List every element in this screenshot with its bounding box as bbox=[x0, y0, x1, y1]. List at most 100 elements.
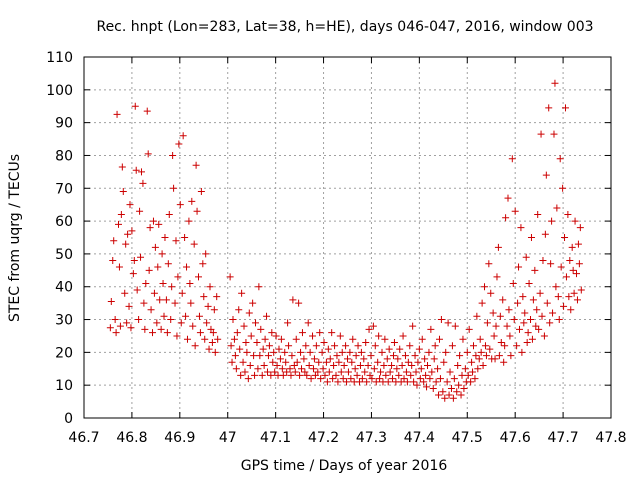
data-point bbox=[113, 110, 121, 118]
data-point bbox=[451, 322, 459, 330]
data-point bbox=[356, 361, 364, 369]
data-point bbox=[226, 273, 234, 281]
data-point bbox=[364, 361, 372, 369]
data-point bbox=[342, 342, 350, 350]
data-point bbox=[559, 184, 567, 192]
data-point bbox=[519, 293, 527, 301]
data-point bbox=[527, 316, 535, 324]
data-point bbox=[539, 256, 547, 264]
data-point bbox=[449, 394, 457, 402]
data-point bbox=[176, 201, 184, 209]
x-tick-label: 47.7 bbox=[548, 430, 579, 446]
data-point bbox=[430, 355, 438, 363]
data-point bbox=[456, 352, 464, 360]
data-point bbox=[187, 299, 195, 307]
data-point bbox=[463, 348, 471, 356]
data-point bbox=[227, 342, 235, 350]
data-point bbox=[376, 375, 384, 383]
data-point bbox=[561, 104, 569, 112]
data-point bbox=[399, 332, 407, 340]
data-point bbox=[404, 358, 412, 366]
data-point bbox=[461, 365, 469, 373]
data-point bbox=[396, 345, 404, 353]
data-point bbox=[241, 368, 249, 376]
data-point bbox=[122, 240, 130, 248]
data-point bbox=[244, 375, 252, 383]
y-tick-label: 80 bbox=[55, 148, 73, 164]
y-tick-label: 110 bbox=[46, 50, 73, 66]
data-point bbox=[320, 339, 328, 347]
data-point bbox=[257, 325, 265, 333]
data-point bbox=[116, 322, 124, 330]
data-point bbox=[210, 306, 218, 314]
data-point bbox=[422, 371, 430, 379]
data-point bbox=[450, 375, 458, 383]
data-point bbox=[370, 365, 378, 373]
data-point bbox=[476, 335, 484, 343]
data-point bbox=[318, 348, 326, 356]
data-point bbox=[425, 348, 433, 356]
grid-lines bbox=[84, 57, 611, 418]
data-point bbox=[511, 207, 519, 215]
data-point bbox=[416, 375, 424, 383]
data-point bbox=[520, 319, 528, 327]
data-point bbox=[298, 329, 306, 337]
data-point bbox=[381, 335, 389, 343]
data-point bbox=[277, 335, 285, 343]
data-point bbox=[460, 384, 468, 392]
data-point bbox=[382, 371, 390, 379]
data-point bbox=[540, 332, 548, 340]
data-point bbox=[137, 253, 145, 261]
data-point bbox=[358, 375, 366, 383]
data-point bbox=[140, 299, 148, 307]
data-point bbox=[165, 211, 173, 219]
data-point bbox=[243, 348, 251, 356]
data-point bbox=[163, 329, 171, 337]
data-point bbox=[401, 352, 409, 360]
y-tick-label: 50 bbox=[55, 247, 73, 263]
data-point bbox=[518, 348, 526, 356]
data-point bbox=[504, 194, 512, 202]
data-point bbox=[548, 217, 556, 225]
data-point bbox=[331, 342, 339, 350]
data-point bbox=[135, 316, 143, 324]
data-point bbox=[271, 368, 279, 376]
data-point bbox=[562, 273, 570, 281]
data-point bbox=[124, 230, 132, 238]
data-point bbox=[551, 79, 559, 87]
data-point bbox=[270, 348, 278, 356]
data-point bbox=[315, 358, 323, 366]
data-point bbox=[121, 289, 129, 297]
chart-title: Rec. hnpt (Lon=283, Lat=38, h=HE), days … bbox=[96, 19, 593, 35]
data-point bbox=[573, 270, 581, 278]
data-point bbox=[174, 273, 182, 281]
data-point bbox=[375, 332, 383, 340]
data-point bbox=[388, 361, 396, 369]
x-tick-label: 47.6 bbox=[500, 430, 531, 446]
data-point bbox=[229, 316, 237, 324]
data-point bbox=[286, 365, 294, 373]
x-tick-labels: 46.7 46.8 46.9 47 47.1 47.2 47.3 47.4 47.5 47.6 47… bbox=[68, 430, 626, 446]
data-point bbox=[483, 319, 491, 327]
data-point bbox=[193, 207, 201, 215]
data-point bbox=[188, 197, 196, 205]
data-point bbox=[142, 279, 150, 287]
data-point bbox=[437, 316, 445, 324]
data-point bbox=[279, 371, 287, 379]
data-point bbox=[446, 368, 454, 376]
data-point bbox=[479, 361, 487, 369]
data-point bbox=[129, 270, 137, 278]
data-point bbox=[173, 332, 181, 340]
data-point bbox=[355, 378, 363, 386]
data-point bbox=[529, 296, 537, 304]
data-point bbox=[258, 371, 266, 379]
data-point bbox=[497, 339, 505, 347]
data-point bbox=[402, 368, 410, 376]
x-axis-label: GPS time / Days of year 2016 bbox=[241, 458, 448, 474]
data-point bbox=[324, 345, 332, 353]
data-point bbox=[515, 325, 523, 333]
data-point bbox=[249, 299, 257, 307]
data-point bbox=[390, 339, 398, 347]
data-point bbox=[489, 309, 497, 317]
data-point bbox=[237, 371, 245, 379]
